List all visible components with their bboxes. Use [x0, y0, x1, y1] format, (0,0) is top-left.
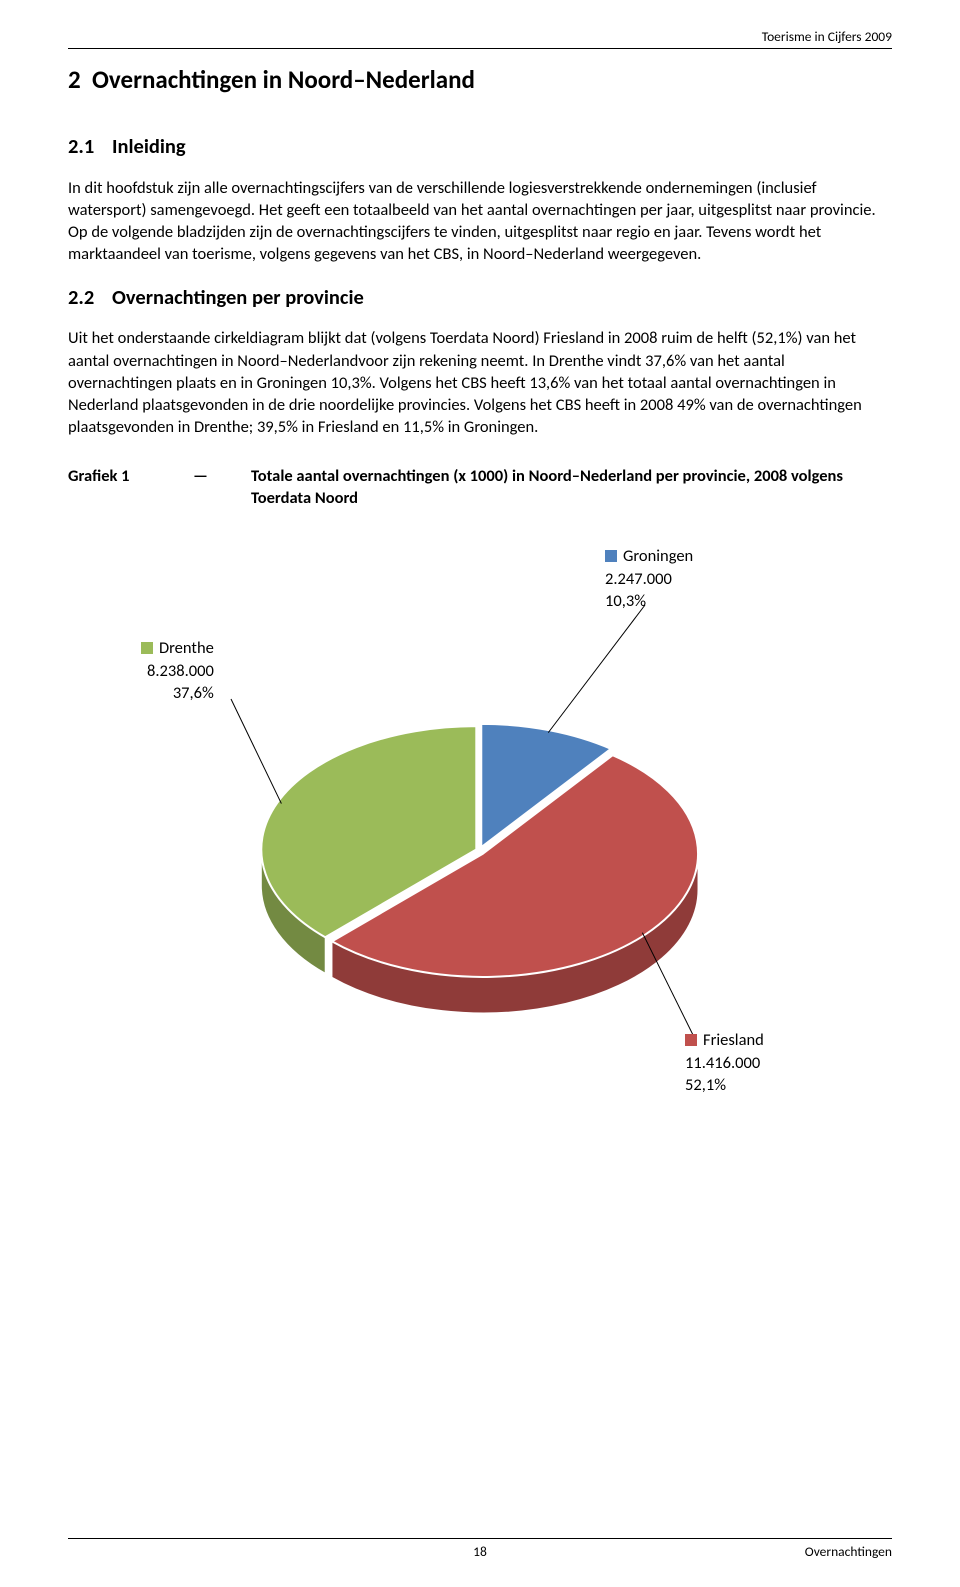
- pie-label-friesland: Friesland 11.416.000 52,1%: [685, 1029, 764, 1096]
- pie-label-groningen: Groningen 2.247.000 10,3%: [605, 545, 693, 612]
- label-value: 11.416.000: [685, 1053, 760, 1073]
- label-percent: 10,3%: [605, 591, 646, 611]
- legend-swatch-drenthe: [141, 642, 153, 654]
- section-title: Overnachtingen per provincie: [112, 284, 364, 310]
- chapter-title-text: Overnachtingen in Noord–Nederland: [92, 64, 475, 95]
- section-2-1-heading: 2.1Inleiding: [68, 133, 892, 161]
- section-title: Inleiding: [112, 133, 186, 159]
- label-percent: 52,1%: [685, 1075, 726, 1095]
- figure-caption: Grafiek 1 — Totale aantal overnachtingen…: [68, 465, 892, 510]
- pie-label-drenthe: Drenthe 8.238.000 37,6%: [141, 637, 214, 704]
- pie-chart: Groningen 2.247.000 10,3% Friesland 11.4…: [115, 521, 845, 1141]
- label-percent: 37,6%: [173, 683, 214, 703]
- label-value: 2.247.000: [605, 569, 672, 589]
- figure-title: Totale aantal overnachtingen (x 1000) in…: [251, 465, 892, 510]
- label-name: Drenthe: [159, 638, 214, 658]
- footer-left: [68, 1543, 208, 1561]
- section-2-2-body: Uit het onderstaande cirkeldiagram blijk…: [68, 327, 892, 438]
- section-number: 2.1: [68, 133, 112, 161]
- section-number: 2.2: [68, 284, 112, 312]
- page-number: 18: [208, 1543, 752, 1561]
- section-2-1-body: In dit hoofdstuk zijn alle overnachtings…: [68, 177, 892, 266]
- label-name: Friesland: [703, 1030, 764, 1050]
- chapter-number: 2: [68, 64, 81, 95]
- footer-section: Overnachtingen: [752, 1543, 892, 1561]
- label-value: 8.238.000: [147, 661, 214, 681]
- legend-swatch-groningen: [605, 550, 617, 562]
- page-footer: 18 Overnachtingen: [68, 1538, 892, 1561]
- figure-dash: —: [193, 465, 251, 510]
- chapter-title: 2 Overnachtingen in Noord–Nederland: [68, 63, 892, 97]
- figure-label: Grafiek 1: [68, 465, 193, 510]
- running-header: Toerisme in Cijfers 2009: [68, 28, 892, 49]
- legend-swatch-friesland: [685, 1034, 697, 1046]
- section-2-2-heading: 2.2Overnachtingen per provincie: [68, 284, 892, 312]
- label-name: Groningen: [623, 546, 693, 566]
